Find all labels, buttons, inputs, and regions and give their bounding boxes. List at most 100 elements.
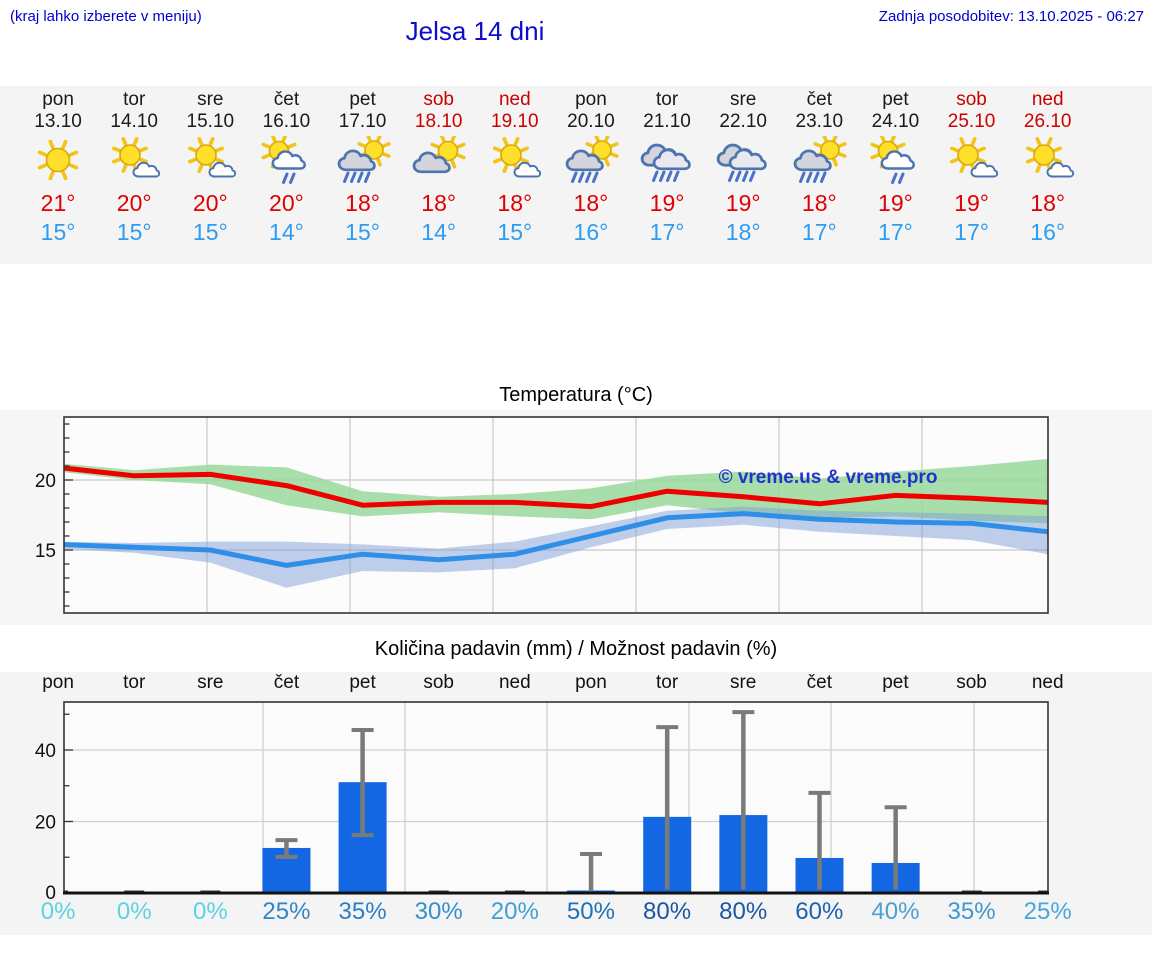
precip-day-label: čet [806,672,832,693]
precipitation-chart: 0 20 40 [0,672,1152,935]
precip-probability-row: 0% 0% 0% 25% 35% 30% 20% 50% 80% 80% 60% 40% 35% 25% [20,898,1086,926]
day-column: sre 15.10 20° 15° [172,86,248,264]
high-temp: 21° [40,190,76,216]
day-date: 13.10 [34,111,82,132]
precip-day-label: čet [273,672,300,693]
low-temp: 18° [725,219,761,245]
day-column: pet 17.10 18° 15° [325,86,401,264]
temperature-chart-title: Temperatura (°C) [499,384,653,406]
precip-day-label: pet [882,672,909,693]
low-temp: 17° [954,219,989,245]
day-date: 16.10 [262,111,311,132]
day-column: čet 16.10 20° 14° [248,86,324,264]
day-name: tor [655,89,679,110]
day-column: sre 22.10 19° 18° [705,86,781,264]
precip-probability: 80% [643,898,692,925]
partly-cloudy-icon [112,137,161,178]
sun-rain-icon [565,136,619,183]
page-title: Jelsa 14 dni [405,16,545,46]
day-name: ned [498,89,531,110]
sun-shower-icon [261,136,307,184]
svg-text:40: 40 [35,741,56,762]
precip-day-label: ned [1031,672,1064,693]
day-date: 22.10 [719,111,767,132]
low-temp: 16° [573,219,609,245]
high-temp: 20° [116,190,152,216]
precip-day-label: sre [197,672,224,693]
rain-icon [640,143,691,182]
location-hint: (kraj lahko izberete v meniju) [10,8,202,25]
high-temp: 18° [1030,190,1066,216]
sun-gray-cloud-icon [412,136,466,174]
low-temp: 15° [40,219,76,245]
sun-shower-icon [870,136,916,184]
svg-text:20: 20 [35,471,56,492]
partly-cloudy-icon [949,137,998,178]
day-column: ned 19.10 18° 15° [477,86,553,264]
precip-probability: 80% [719,898,768,925]
precip-day-label: sob [423,672,454,693]
day-date: 18.10 [414,111,463,132]
partly-cloudy-icon [188,137,237,178]
day-name: tor [123,89,146,110]
high-temp: 18° [345,190,380,216]
day-date: 19.10 [491,111,539,132]
forecast-strip: pon 13.10 21° 15° tor 14.10 20° 15° sre 15.10 20° 1… [0,86,1152,264]
high-temp: 20° [269,190,304,216]
precipitation-chart-title: Količina padavin (mm) / Možnost padavin … [374,638,778,660]
svg-text:20: 20 [35,813,56,834]
watermark: © vreme.us & vreme.pro [719,467,938,488]
precip-day-label: pon [42,672,74,693]
svg-text:0: 0 [45,883,56,904]
day-date: 26.10 [1023,111,1072,132]
day-name: čet [273,89,300,110]
high-temp: 18° [421,190,457,216]
temperature-chart: 20 15 © vreme.us & vreme.pro [0,410,1152,625]
sunny-icon [37,139,79,181]
precip-probability: 50% [566,898,615,925]
forecast-days: pon 13.10 21° 15° tor 14.10 20° 15° sre 15.10 20° 1… [20,86,1086,264]
day-column: tor 21.10 19° 17° [629,86,705,264]
precip-probability: 0% [116,898,152,925]
day-name: pet [882,89,909,110]
precip-day-label: sob [956,672,987,693]
precip-probability: 20% [490,898,539,925]
precip-day-label: sre [729,672,757,693]
day-name: čet [806,89,832,110]
day-date: 14.10 [110,111,158,132]
last-updated: Zadnja posodobitev: 13.10.2025 - 06:27 [878,8,1144,25]
low-temp: 17° [801,219,837,245]
day-name: pon [575,89,607,110]
low-temp: 16° [1030,219,1066,245]
precip-day-label: tor [655,672,679,693]
high-temp: 19° [878,190,913,216]
precip-probability: 35% [947,898,996,925]
high-temp: 18° [801,190,837,216]
day-column: sob 18.10 18° 14° [401,86,477,264]
low-temp: 15° [192,219,228,245]
day-column: pet 24.10 19° 17° [857,86,933,264]
precip-day-labels: pon tor sre čet pet sob ned pon tor sre čet pet sob n… [20,672,1086,694]
precip-day-label: pet [349,672,376,693]
day-column: ned 26.10 18° 16° [1010,86,1086,264]
high-temp: 18° [573,190,609,216]
day-date: 17.10 [338,111,387,132]
low-temp: 15° [497,219,533,245]
precip-probability: 0% [40,898,76,925]
precip-probability: 30% [414,898,463,925]
precip-probability: 0% [192,898,228,925]
rain-icon [716,143,767,182]
day-date: 23.10 [795,111,844,132]
precip-day-label: pon [575,672,607,693]
svg-text:15: 15 [35,541,56,562]
high-temp: 19° [954,190,989,216]
low-temp: 14° [269,219,304,245]
day-column: pon 13.10 21° 15° [20,86,96,264]
precip-probability: 25% [1023,898,1072,925]
low-temp: 15° [345,219,380,245]
low-temp: 14° [421,219,457,245]
day-date: 21.10 [643,111,691,132]
sun-rain-icon [793,136,847,183]
sun-rain-icon [337,136,391,183]
